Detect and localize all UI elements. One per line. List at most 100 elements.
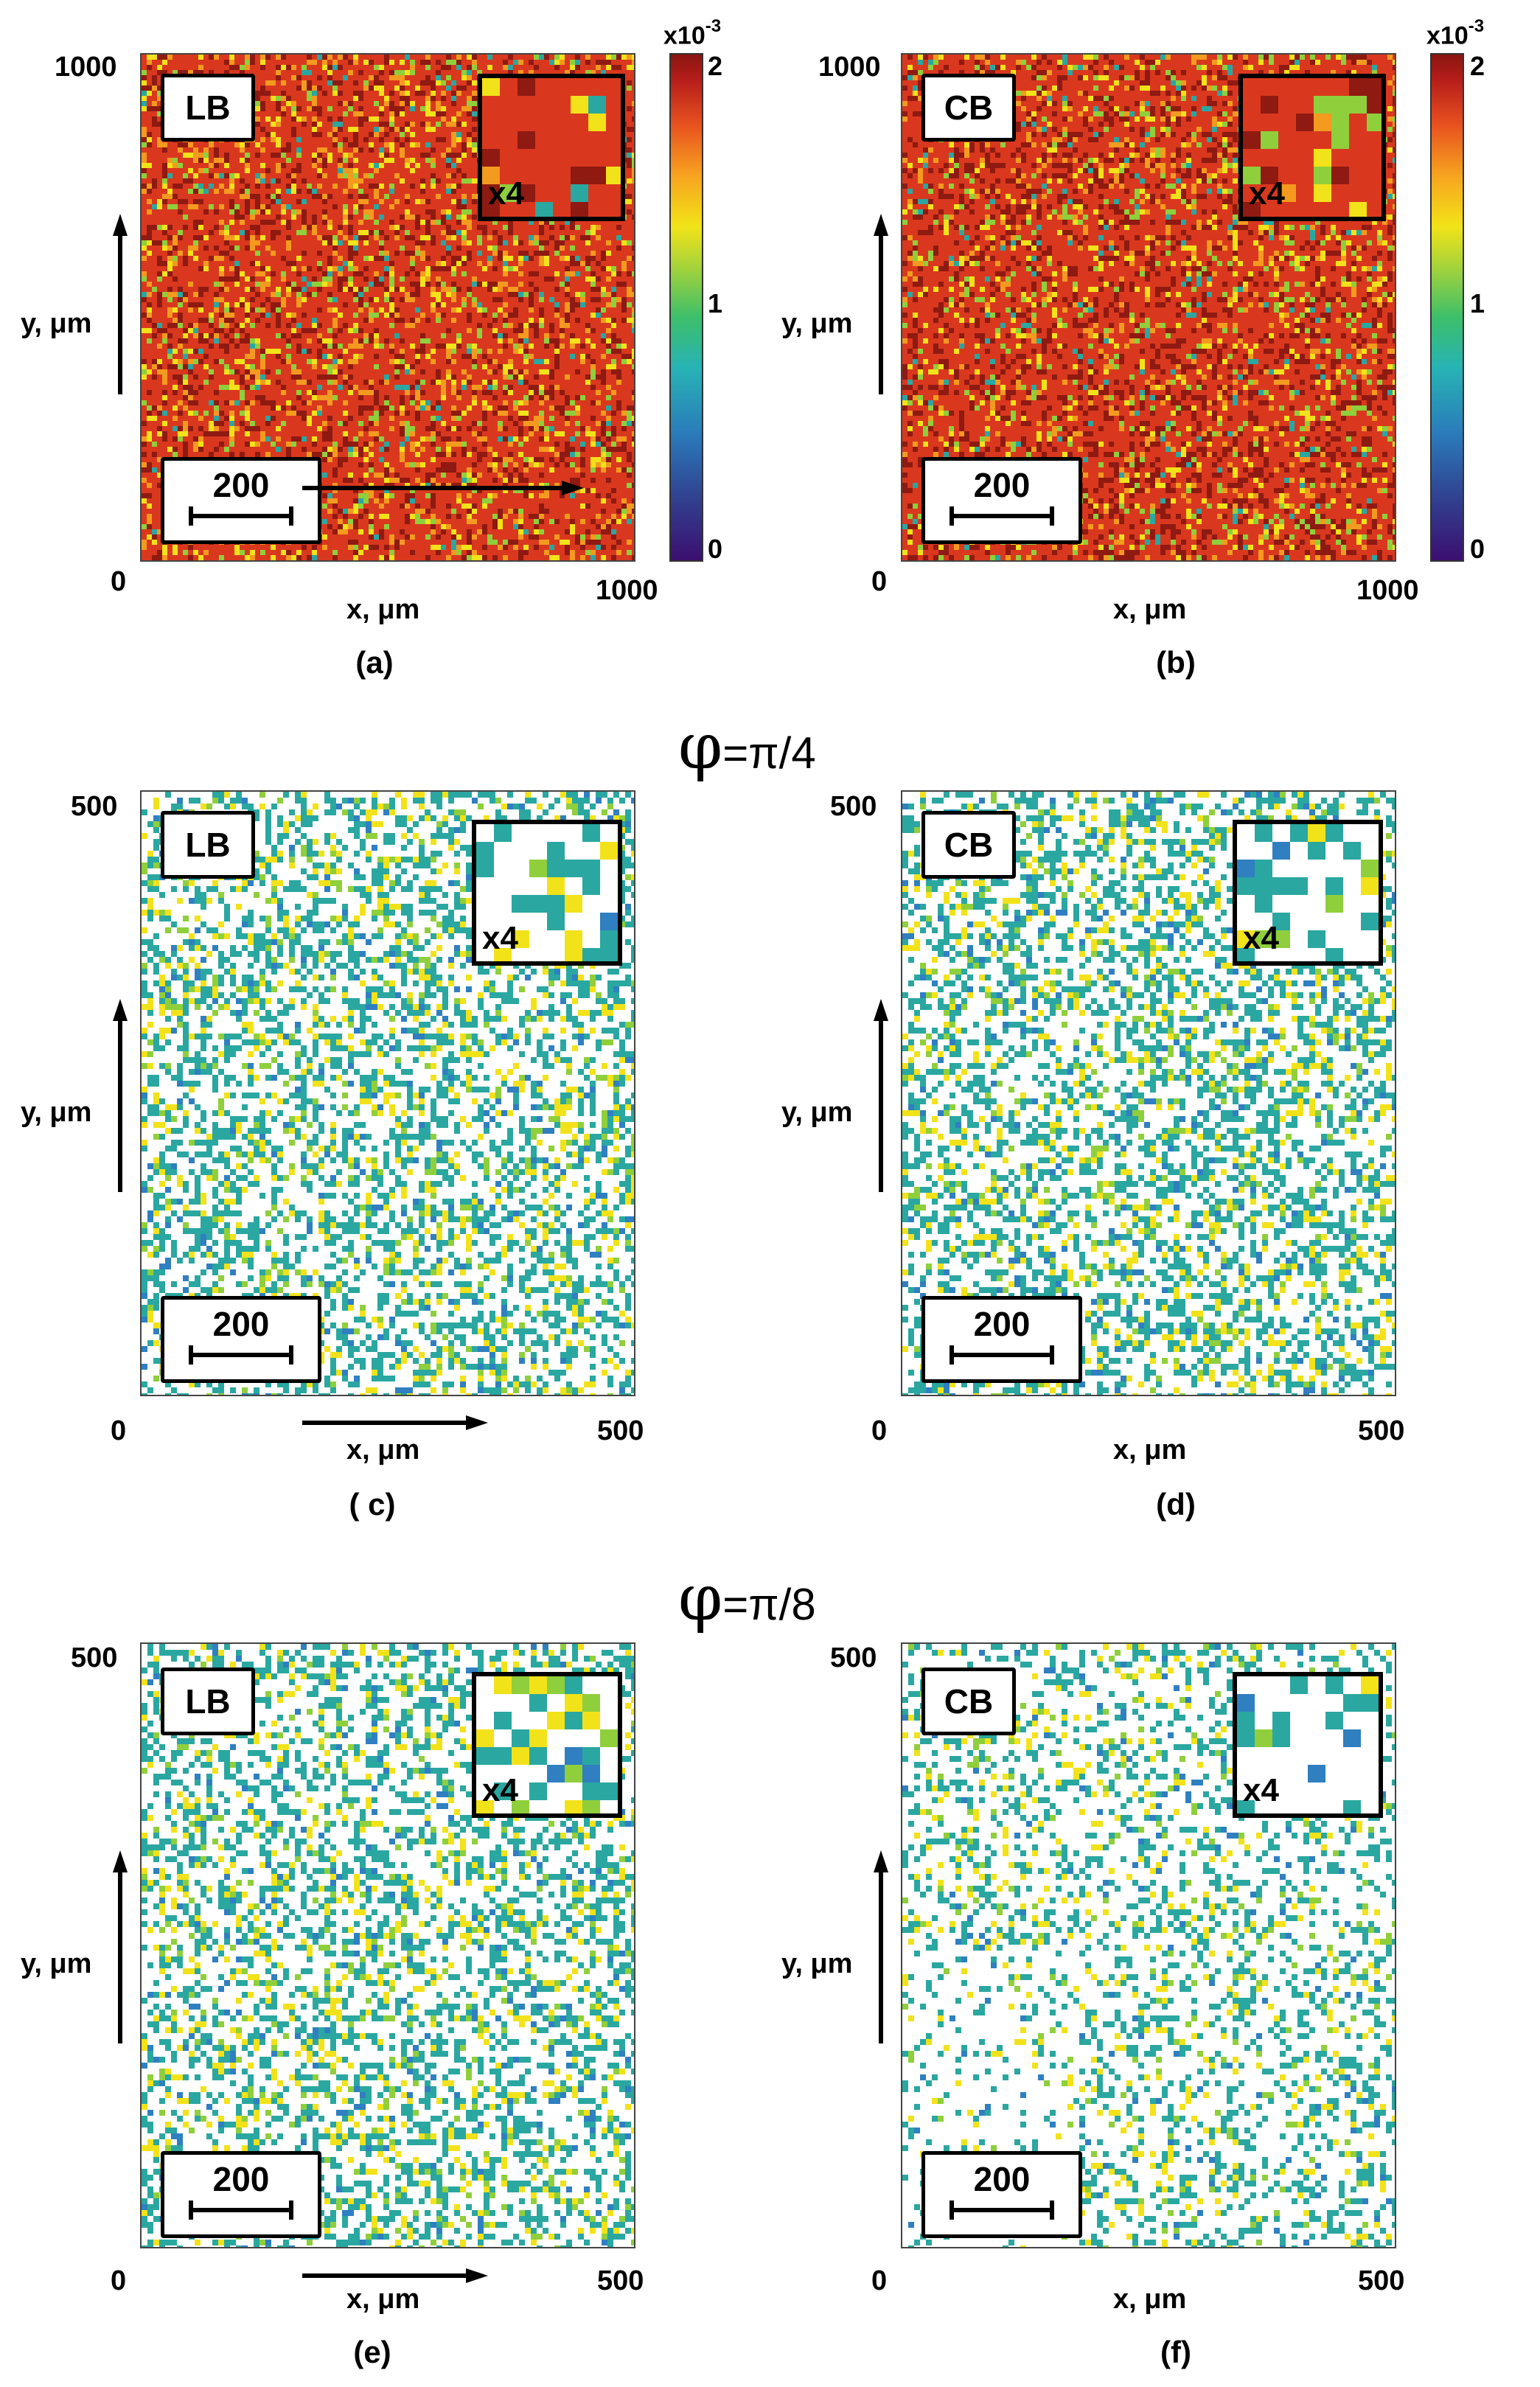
x-axis-label: x, μm	[1113, 1436, 1186, 1464]
y-axis-label: y, μm	[781, 1098, 852, 1126]
panel-caption: ( c)	[335, 1489, 409, 1520]
y-axis-arrow	[111, 214, 129, 394]
inset-magnification: x4	[1243, 1772, 1279, 1809]
scale-bar-value: 200	[164, 465, 318, 505]
panel-caption: (b)	[1139, 647, 1213, 678]
sample-tag: LB	[161, 811, 255, 879]
colorbar-tick: 2	[1470, 53, 1485, 80]
scale-bar-cap	[189, 2200, 193, 2220]
y-axis-arrow	[872, 1850, 890, 2043]
colorbar	[1430, 53, 1464, 562]
origin-tick: 0	[111, 1417, 126, 1445]
scale-bar: 200	[161, 2151, 321, 2238]
x-max-tick: 1000	[1356, 576, 1419, 604]
zoom-inset: x4	[472, 1672, 622, 1818]
inset-magnification: x4	[488, 175, 524, 212]
colorbar-tick: 0	[708, 536, 722, 562]
origin-tick: 0	[871, 1417, 887, 1445]
scale-bar-line	[191, 514, 291, 518]
colorbar-multiplier: x10-3	[663, 18, 721, 49]
y-axis-label: y, μm	[781, 1950, 852, 1978]
scale-bar: 200	[161, 457, 321, 544]
colorbar-multiplier: x10-3	[1426, 18, 1484, 49]
scale-bar-cap	[289, 506, 293, 526]
y-axis-label: y, μm	[21, 1950, 91, 1978]
zoom-inset: x4	[1233, 1672, 1383, 1818]
panel-caption: (e)	[335, 2337, 409, 2368]
panel-caption: (f)	[1139, 2337, 1213, 2368]
y-axis-arrow	[872, 999, 890, 1192]
y-max-tick: 500	[71, 792, 117, 820]
y-axis-label: y, μm	[21, 310, 91, 338]
multiplier-exponent: -3	[705, 16, 721, 36]
phi-value: =π/8	[722, 1580, 815, 1629]
y-axis-arrow	[111, 1850, 129, 2043]
scale-bar-cap	[189, 1345, 193, 1365]
section-header-pi8: φ=π/8	[678, 1567, 816, 1630]
scale-bar-line	[191, 1353, 291, 1357]
scale-bar-value: 200	[164, 2159, 318, 2199]
scale-bar-cap	[189, 506, 193, 526]
x-axis-arrow	[302, 479, 584, 497]
y-axis-arrow	[111, 999, 129, 1192]
origin-tick: 0	[871, 2267, 887, 2295]
scale-bar-line	[952, 514, 1052, 518]
sample-tag: CB	[921, 74, 1016, 142]
zoom-inset: x4	[478, 74, 625, 221]
x-max-tick: 500	[597, 2267, 644, 2295]
x-max-tick: 1000	[596, 576, 658, 604]
scale-bar: 200	[921, 457, 1082, 544]
inset-magnification: x4	[1249, 175, 1285, 212]
zoom-inset: x4	[1233, 820, 1383, 966]
scale-bar-cap	[1050, 2200, 1054, 2220]
section-header-pi4: φ=π/4	[678, 715, 816, 778]
origin-tick: 0	[871, 568, 887, 596]
scale-bar-value: 200	[925, 2159, 1079, 2199]
zoom-inset: x4	[472, 820, 622, 966]
scale-bar-cap	[1050, 1345, 1054, 1365]
colorbar-tick: 2	[708, 53, 722, 80]
y-axis-label: y, μm	[781, 310, 852, 338]
x-axis-label: x, μm	[346, 596, 419, 624]
sample-tag: LB	[161, 74, 255, 142]
scale-bar: 200	[921, 2151, 1082, 2238]
scale-bar-value: 200	[164, 1304, 318, 1344]
y-axis-label: y, μm	[21, 1098, 91, 1126]
x-axis-label: x, μm	[346, 1436, 419, 1464]
scale-bar-cap	[289, 1345, 293, 1365]
x-max-tick: 500	[1358, 2267, 1404, 2295]
scale-bar: 200	[921, 1296, 1082, 1383]
panel-caption: (a)	[338, 647, 411, 678]
phi-symbol: φ	[678, 1561, 722, 1635]
scale-bar-cap	[950, 1345, 954, 1365]
x-axis-label: x, μm	[346, 2285, 419, 2313]
inset-magnification: x4	[482, 1772, 518, 1809]
colorbar-tick: 1	[708, 290, 722, 317]
y-max-tick: 1000	[818, 53, 881, 81]
multiplier-base: x10	[1426, 21, 1468, 49]
scale-bar-value: 200	[925, 1304, 1079, 1344]
scale-bar-cap	[950, 506, 954, 526]
x-max-tick: 500	[597, 1417, 644, 1445]
inset-magnification: x4	[482, 920, 518, 957]
origin-tick: 0	[111, 2267, 126, 2295]
y-max-tick: 500	[830, 792, 877, 820]
sample-tag: LB	[161, 1668, 255, 1735]
scale-bar-value: 200	[925, 465, 1079, 505]
zoom-inset: x4	[1238, 74, 1386, 221]
y-max-tick: 1000	[55, 53, 117, 81]
x-axis-arrow	[302, 2267, 488, 2285]
scale-bar-line	[952, 2208, 1052, 2212]
colorbar-tick: 0	[1470, 536, 1485, 562]
colorbar	[669, 53, 703, 562]
origin-tick: 0	[111, 568, 126, 596]
y-max-tick: 500	[830, 1644, 877, 1672]
x-axis-arrow	[302, 1414, 488, 1432]
y-max-tick: 500	[71, 1644, 117, 1672]
scale-bar-line	[952, 1353, 1052, 1357]
sample-tag: CB	[921, 811, 1016, 879]
y-axis-arrow	[872, 214, 890, 394]
scale-bar: 200	[161, 1296, 321, 1383]
scale-bar-line	[191, 2208, 291, 2212]
panel-caption: (d)	[1139, 1489, 1213, 1520]
